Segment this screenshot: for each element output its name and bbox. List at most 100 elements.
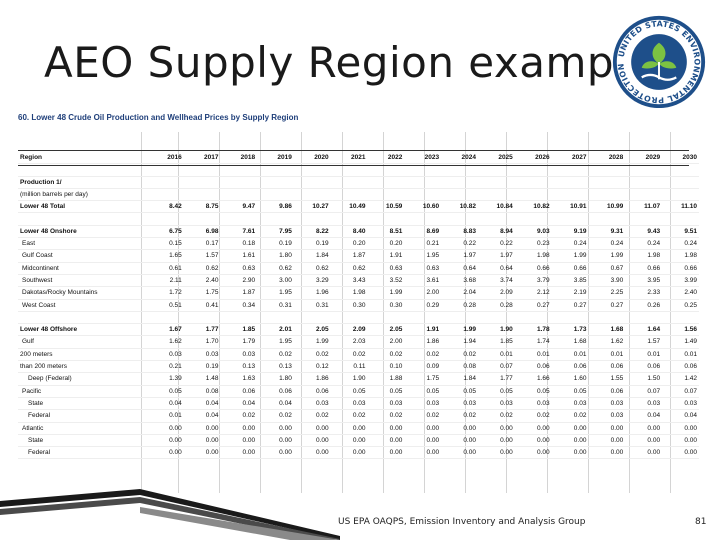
table-cell: 1.77 (183, 323, 221, 337)
table-cell: 0.00 (330, 434, 368, 448)
table-cell (183, 188, 221, 202)
column-header-year: 2028 (588, 152, 626, 165)
table-cell: 0.00 (551, 422, 589, 435)
table-cell (551, 176, 589, 189)
table-cell: 10.91 (551, 200, 589, 214)
table-cell (662, 188, 699, 202)
table-cell: 9.51 (662, 225, 699, 239)
table-cell: 10.27 (293, 200, 331, 214)
table-cell (625, 212, 663, 226)
table-cell (514, 212, 552, 226)
table-cell: 0.25 (662, 299, 699, 312)
table-cell: 0.02 (293, 348, 331, 362)
table-cell: 0.10 (367, 360, 405, 374)
table-cell: 0.51 (147, 299, 184, 312)
table-cell (147, 188, 184, 202)
table-cell: 0.03 (147, 348, 184, 362)
table-cell: 1.95 (257, 335, 294, 349)
table-cell: 0.00 (588, 434, 626, 448)
row-label (18, 212, 148, 226)
table-cell (257, 176, 294, 189)
row-label: Federal (18, 409, 148, 423)
table-cell: 10.84 (477, 200, 515, 214)
table-cell: 0.00 (367, 422, 405, 435)
table-cell (404, 188, 442, 202)
table-row: Gulf 1.62 1.70 1.79 1.95 1.99 2.03 2.00 1.86 1.94… (18, 335, 699, 349)
table-cell: 8.42 (147, 200, 184, 214)
table-cell: 0.00 (441, 446, 478, 460)
table-cell: 0.00 (404, 446, 442, 460)
spreadsheet: 60. Lower 48 Crude Oil Production and We… (11, 108, 699, 493)
table-cell: 0.00 (477, 434, 515, 448)
table-cell: 2.40 (183, 274, 221, 288)
table-cell: 0.21 (404, 237, 442, 251)
table-cell: 10.99 (588, 200, 626, 214)
table-cell: 1.80 (257, 249, 294, 263)
table-cell: 0.02 (404, 409, 442, 423)
table-row: 200 meters 0.03 0.03 0.03 0.02 0.02 0.02 0.02 0.… (18, 348, 699, 362)
table-cell: 0.66 (514, 262, 552, 275)
table-cell (330, 188, 368, 202)
table-cell: 0.02 (293, 409, 331, 423)
table-cell (551, 212, 589, 226)
table-cell: 6.75 (147, 225, 184, 239)
table-cell: 1.94 (441, 335, 478, 349)
column-header-year: 2025 (477, 152, 515, 165)
table-cell: 2.33 (625, 286, 663, 300)
table-row: Lower 48 Total 8.42 8.75 9.47 9.86 10.27 10.49… (18, 200, 699, 214)
table-cell: 9.47 (220, 200, 258, 214)
table-cell: 0.05 (404, 385, 442, 398)
table-cell (477, 188, 515, 202)
table-cell: 0.00 (477, 446, 515, 460)
table-cell (441, 311, 478, 325)
table-cell: 0.07 (477, 360, 515, 374)
row-label: than 200 meters (18, 360, 148, 374)
row-label: Gulf (18, 335, 148, 349)
table-cell: 10.82 (514, 200, 552, 214)
row-label: State (18, 434, 148, 448)
table-cell: 1.75 (183, 286, 221, 300)
table-cell: 1.90 (330, 372, 368, 386)
table-row: Midcontinent 0.61 0.62 0.63 0.62 0.62 0.62 0.63… (18, 262, 699, 275)
table-cell (330, 212, 368, 226)
table-cell: 0.66 (662, 262, 699, 275)
table-cell: 1.48 (183, 372, 221, 386)
column-header-year: 2024 (441, 152, 478, 165)
table-cell: 0.12 (293, 360, 331, 374)
table-cell: 0.00 (257, 434, 294, 448)
table-cell: 0.00 (257, 422, 294, 435)
table-cell: 3.43 (330, 274, 368, 288)
table-cell: 1.84 (293, 249, 331, 263)
table-cell: 0.00 (367, 434, 405, 448)
table-cell: 0.19 (183, 360, 221, 374)
table-cell (514, 311, 552, 325)
table-cell: 1.90 (477, 323, 515, 337)
table-cell: 1.57 (183, 249, 221, 263)
table-cell (404, 212, 442, 226)
table-cell: 0.03 (367, 397, 405, 411)
table-cell: 0.00 (625, 446, 663, 460)
table-cell (514, 188, 552, 202)
column-header-year: 2019 (257, 152, 294, 165)
table-row: than 200 meters 0.21 0.19 0.13 0.13 0.12 0.11 0… (18, 360, 699, 374)
table-cell (257, 163, 294, 177)
table-cell: 0.63 (220, 262, 258, 275)
table-cell: 6.98 (183, 225, 221, 239)
table-cell (220, 188, 258, 202)
table-cell: 0.31 (293, 299, 331, 312)
table-cell: 2.25 (588, 286, 626, 300)
table-cell (257, 311, 294, 325)
table-cell: 1.67 (147, 323, 184, 337)
table-cell: 1.99 (441, 323, 478, 337)
table-cell: 0.00 (514, 422, 552, 435)
table-cell: 3.74 (477, 274, 515, 288)
row-label: Pacific (18, 385, 148, 398)
table-cell: 1.87 (330, 249, 368, 263)
table-cell: 11.10 (662, 200, 699, 214)
column-header-year: 2026 (514, 152, 552, 165)
table-cell: 2.90 (220, 274, 258, 288)
table-cell: 3.61 (404, 274, 442, 288)
table-cell (588, 188, 626, 202)
table-row: Pacific 0.05 0.08 0.06 0.06 0.06 0.05 0.05 0.05 0… (18, 385, 699, 398)
table-cell: 1.74 (514, 335, 552, 349)
